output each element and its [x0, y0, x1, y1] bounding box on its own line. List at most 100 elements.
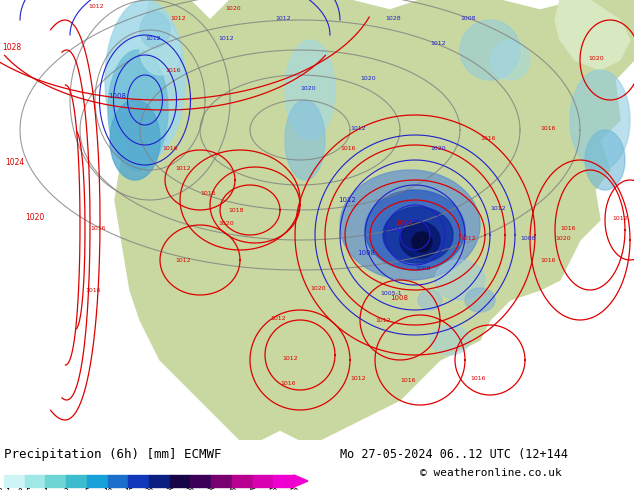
Text: 20: 20	[145, 488, 153, 490]
Bar	[190, 475, 211, 487]
Polygon shape	[365, 190, 465, 270]
Polygon shape	[585, 130, 625, 190]
Text: 1008: 1008	[390, 295, 408, 301]
Text: 10: 10	[103, 488, 112, 490]
Polygon shape	[140, 25, 180, 75]
Text: 1016: 1016	[480, 136, 496, 141]
Text: 1016: 1016	[540, 258, 555, 263]
Polygon shape	[340, 170, 480, 280]
Text: 1012: 1012	[270, 316, 286, 321]
Text: 1004: 1004	[395, 220, 413, 226]
Bar	[273, 475, 294, 487]
Text: 1016: 1016	[340, 146, 356, 151]
Bar	[46, 475, 66, 487]
Polygon shape	[400, 222, 440, 258]
Polygon shape	[460, 20, 520, 80]
Text: 1012: 1012	[350, 376, 366, 381]
Text: 1020: 1020	[555, 236, 571, 241]
Text: 1012: 1012	[275, 16, 290, 21]
Bar	[25, 475, 46, 487]
Polygon shape	[110, 100, 160, 180]
Bar	[66, 475, 87, 487]
Text: 1012: 1012	[145, 36, 160, 41]
Text: 1020: 1020	[430, 146, 446, 151]
Text: 1012: 1012	[170, 16, 186, 21]
Text: 1012: 1012	[350, 126, 366, 131]
Text: 45: 45	[248, 488, 257, 490]
Text: 1016: 1016	[560, 226, 576, 231]
Text: 1: 1	[43, 488, 48, 490]
Polygon shape	[555, 0, 630, 70]
Text: 1012: 1012	[338, 197, 356, 203]
Text: 25: 25	[165, 488, 174, 490]
Bar	[4, 475, 25, 487]
Text: 1016: 1016	[280, 381, 295, 386]
Polygon shape	[435, 260, 485, 300]
Text: 1012: 1012	[175, 258, 191, 263]
Polygon shape	[418, 290, 442, 310]
Text: 2: 2	[64, 488, 68, 490]
Text: 1024: 1024	[5, 158, 24, 167]
Text: 1012: 1012	[88, 4, 103, 9]
Bar	[232, 475, 252, 487]
Text: 1012: 1012	[460, 236, 476, 241]
Text: 0.5: 0.5	[18, 488, 32, 490]
Text: 1020: 1020	[300, 86, 316, 91]
Text: 35: 35	[207, 488, 216, 490]
Text: 1020: 1020	[218, 221, 233, 226]
Bar	[128, 475, 149, 487]
Polygon shape	[412, 232, 432, 252]
Text: 1016: 1016	[85, 288, 101, 293]
Text: 1012: 1012	[218, 36, 233, 41]
Polygon shape	[105, 0, 185, 160]
Text: 1020: 1020	[310, 286, 326, 291]
Polygon shape	[115, 0, 634, 440]
Text: 1012: 1012	[430, 41, 446, 46]
Polygon shape	[383, 207, 453, 263]
Text: 1004: 1004	[382, 227, 400, 233]
Text: 1020: 1020	[360, 76, 375, 81]
Text: 1008: 1008	[520, 236, 536, 241]
Text: 1016: 1016	[540, 126, 555, 131]
Text: 15: 15	[124, 488, 133, 490]
Text: 1012: 1012	[612, 216, 628, 221]
Polygon shape	[285, 40, 335, 140]
Text: 0.1: 0.1	[0, 488, 11, 490]
Text: 1020: 1020	[588, 56, 604, 61]
Text: 1012: 1012	[175, 166, 191, 171]
Text: 5: 5	[84, 488, 89, 490]
Text: 1028: 1028	[385, 16, 401, 21]
Text: 1008: 1008	[108, 93, 126, 99]
Text: © weatheronline.co.uk: © weatheronline.co.uk	[420, 468, 562, 478]
Polygon shape	[490, 40, 530, 80]
Text: Precipitation (6h) [mm] ECMWF: Precipitation (6h) [mm] ECMWF	[4, 448, 221, 461]
Text: 1016: 1016	[165, 68, 181, 73]
Text: 1008: 1008	[357, 250, 375, 256]
Text: 1012: 1012	[375, 318, 391, 323]
Bar	[252, 475, 273, 487]
Bar	[149, 475, 170, 487]
Text: 1012: 1012	[490, 206, 506, 211]
Bar	[211, 475, 232, 487]
Text: 30: 30	[186, 488, 195, 490]
Polygon shape	[465, 288, 495, 312]
Text: 40: 40	[227, 488, 236, 490]
Text: 1005-1: 1005-1	[380, 291, 401, 296]
Text: 50: 50	[269, 488, 278, 490]
Text: 1016: 1016	[470, 376, 486, 381]
Text: 1016: 1016	[90, 226, 105, 231]
Text: Mo 27-05-2024 06..12 UTC (12+144: Mo 27-05-2024 06..12 UTC (12+144	[340, 448, 568, 461]
Text: 1018: 1018	[228, 208, 243, 213]
Polygon shape	[430, 325, 470, 355]
Text: 1028: 1028	[2, 43, 21, 52]
Bar	[108, 475, 128, 487]
Polygon shape	[140, 12, 170, 48]
Polygon shape	[108, 50, 168, 170]
Text: 1020: 1020	[25, 213, 44, 222]
Text: 1016: 1016	[200, 191, 216, 196]
FancyArrow shape	[294, 475, 308, 487]
Text: 1012: 1012	[282, 356, 297, 361]
Text: 1020: 1020	[225, 6, 241, 11]
Bar	[170, 475, 190, 487]
Bar	[87, 475, 108, 487]
